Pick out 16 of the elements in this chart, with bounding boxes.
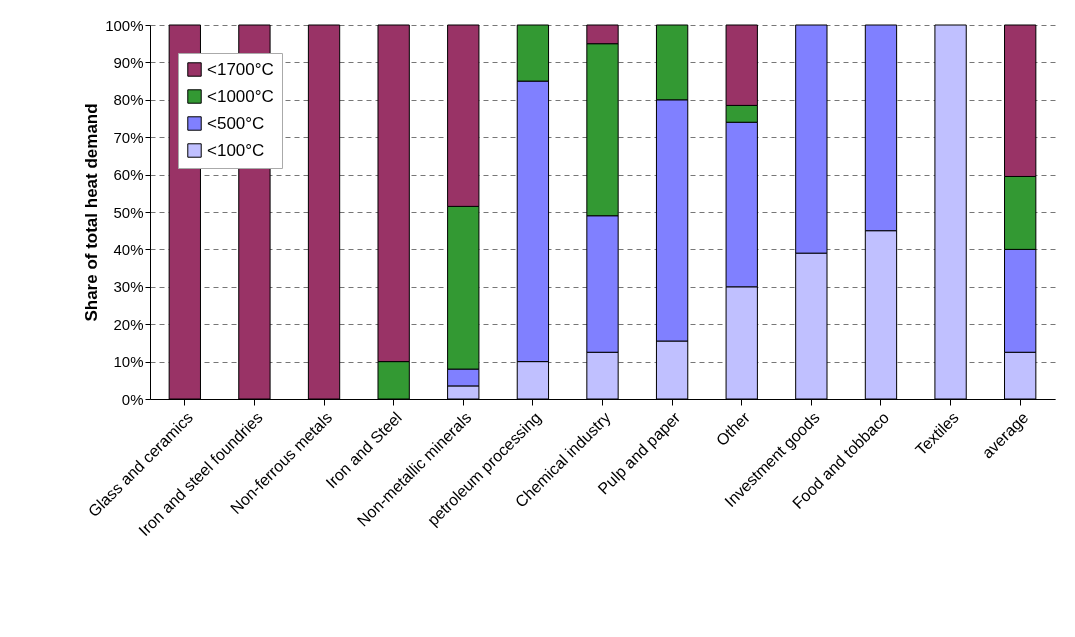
y-tick-label: 30% bbox=[113, 278, 144, 296]
y-tick-label: 50% bbox=[113, 203, 144, 221]
y-tick-label: 20% bbox=[113, 315, 144, 333]
y-tick-label: 40% bbox=[113, 240, 144, 258]
y-tick-label: 90% bbox=[113, 53, 144, 71]
legend-label: <100°C bbox=[207, 140, 265, 160]
y-tick-label: 10% bbox=[113, 353, 144, 371]
y-tick-label: 80% bbox=[113, 91, 144, 109]
y-tick-label: 70% bbox=[113, 128, 144, 146]
y-tick-label: 100% bbox=[105, 16, 144, 34]
y-tick-label: 60% bbox=[113, 166, 144, 184]
legend-label: <1700°C bbox=[207, 59, 274, 79]
legend-label: <500°C bbox=[207, 113, 265, 133]
y-axis-title: Share of total heat demand bbox=[82, 103, 102, 322]
y-tick-label: 0% bbox=[121, 390, 144, 408]
legend-label: <1000°C bbox=[207, 86, 274, 106]
